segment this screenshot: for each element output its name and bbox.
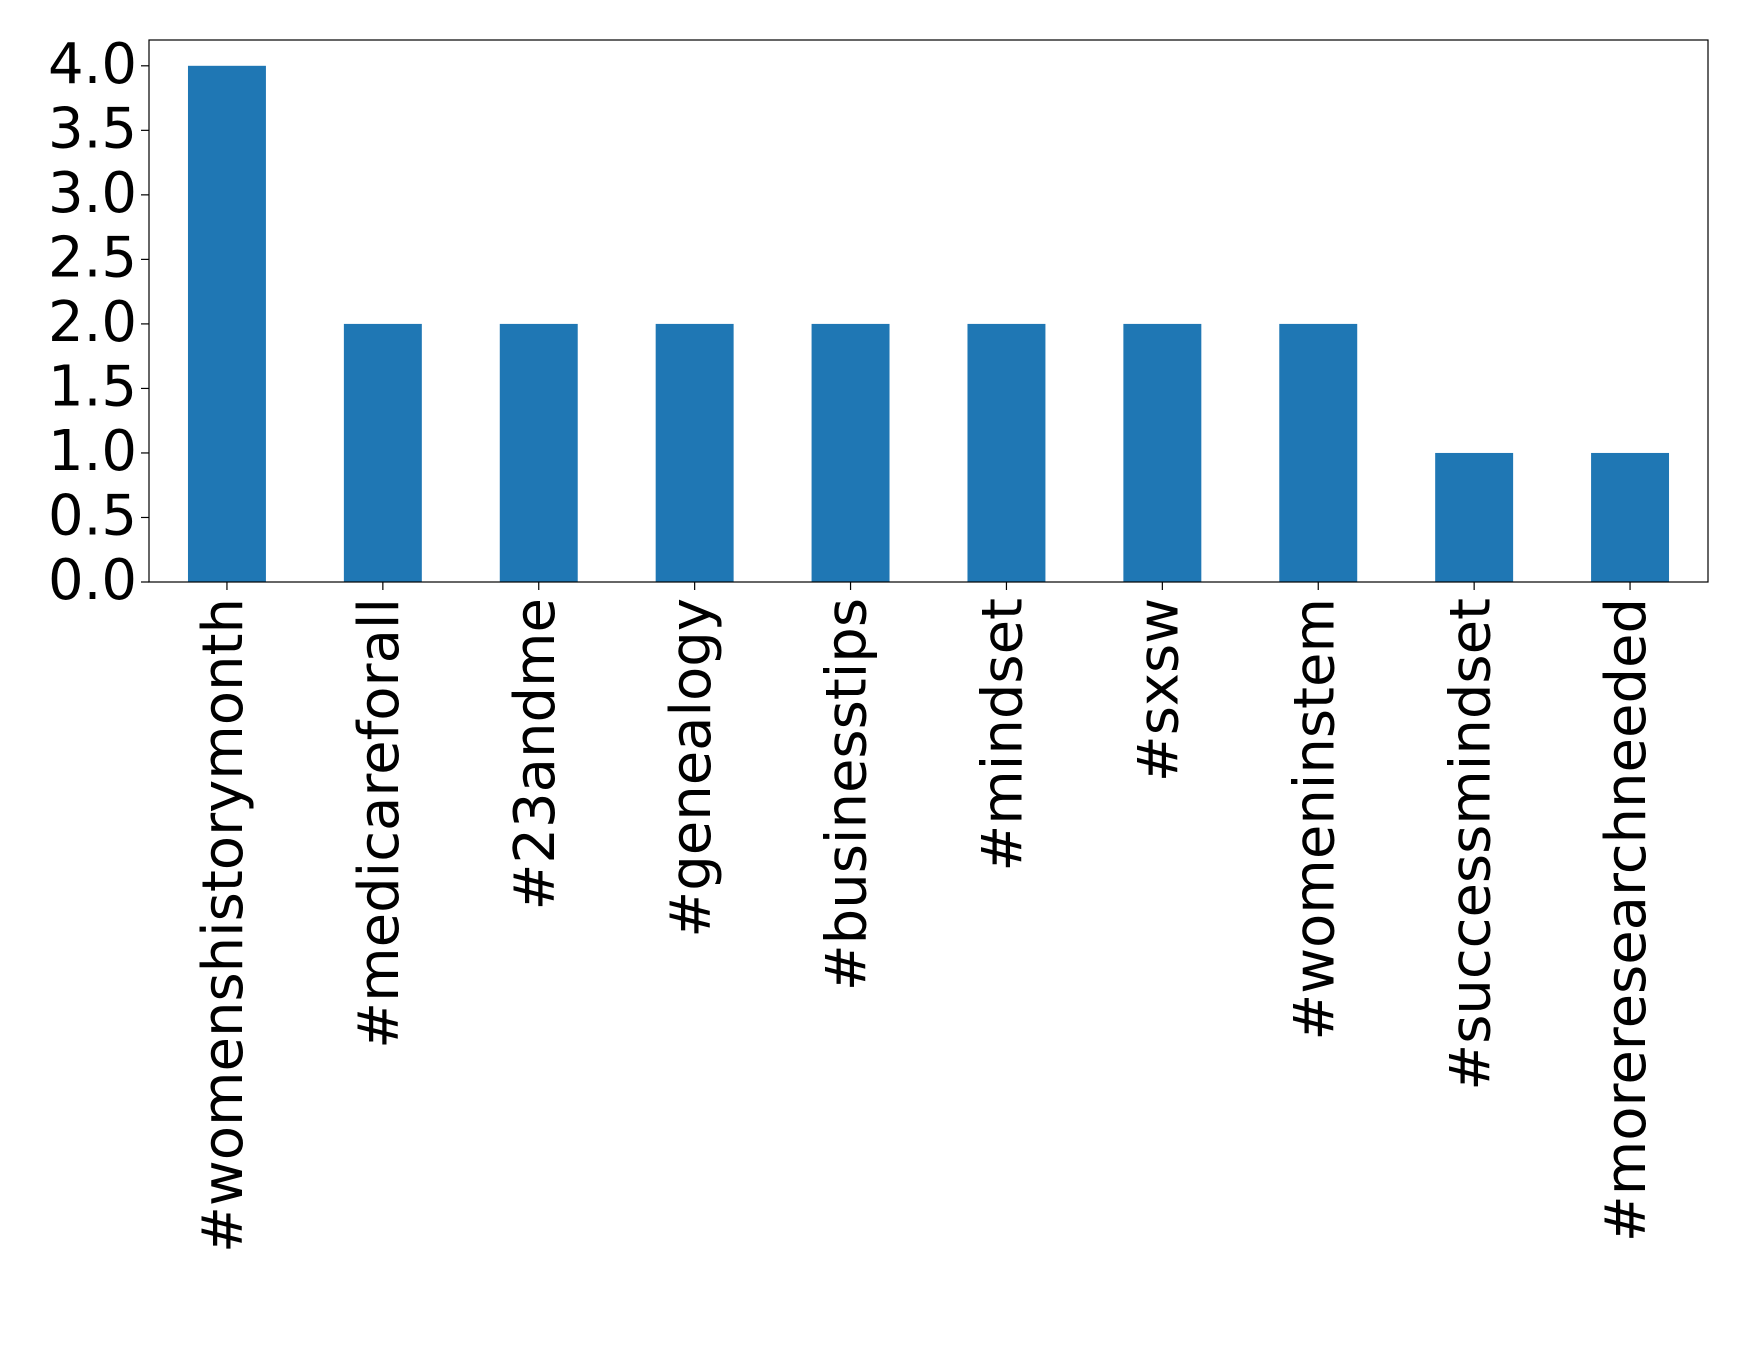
bar xyxy=(187,65,266,583)
y-tick-label: 4.0 xyxy=(48,32,137,97)
x-tick-label: #womenshistorymonth xyxy=(191,598,256,1253)
y-tick-label: 1.0 xyxy=(48,419,137,484)
y-tick-label: 2.5 xyxy=(48,226,137,291)
bar xyxy=(1123,323,1202,582)
x-tick-label: #sxsw xyxy=(1126,598,1191,782)
y-tick-label: 2.0 xyxy=(48,290,137,355)
x-tick-label: #moreresearchneeded xyxy=(1594,598,1659,1242)
y-tick-label: 0.5 xyxy=(48,484,137,549)
x-tick-label: #23andme xyxy=(503,598,568,911)
y-tick-label: 3.5 xyxy=(48,96,137,161)
bar xyxy=(1591,452,1670,582)
bar xyxy=(499,323,578,582)
y-tick-label: 0.0 xyxy=(48,548,137,613)
x-tick-label: #medicareforall xyxy=(347,598,412,1049)
y-tick-label: 3.0 xyxy=(48,161,137,226)
x-tick-label: #mindset xyxy=(971,598,1036,872)
bar xyxy=(1435,452,1514,582)
x-tick-label: #successmindset xyxy=(1438,598,1503,1091)
bar xyxy=(655,323,734,582)
x-tick-label: #genealogy xyxy=(659,598,724,938)
x-tick-label: #womeninstem xyxy=(1282,598,1347,1041)
x-tick-label: #businesstips xyxy=(815,598,880,991)
bar xyxy=(1279,323,1358,582)
bar xyxy=(811,323,890,582)
y-tick-label: 1.5 xyxy=(48,355,137,420)
plot-frame xyxy=(148,39,1709,583)
bar xyxy=(343,323,422,582)
bar xyxy=(967,323,1046,582)
